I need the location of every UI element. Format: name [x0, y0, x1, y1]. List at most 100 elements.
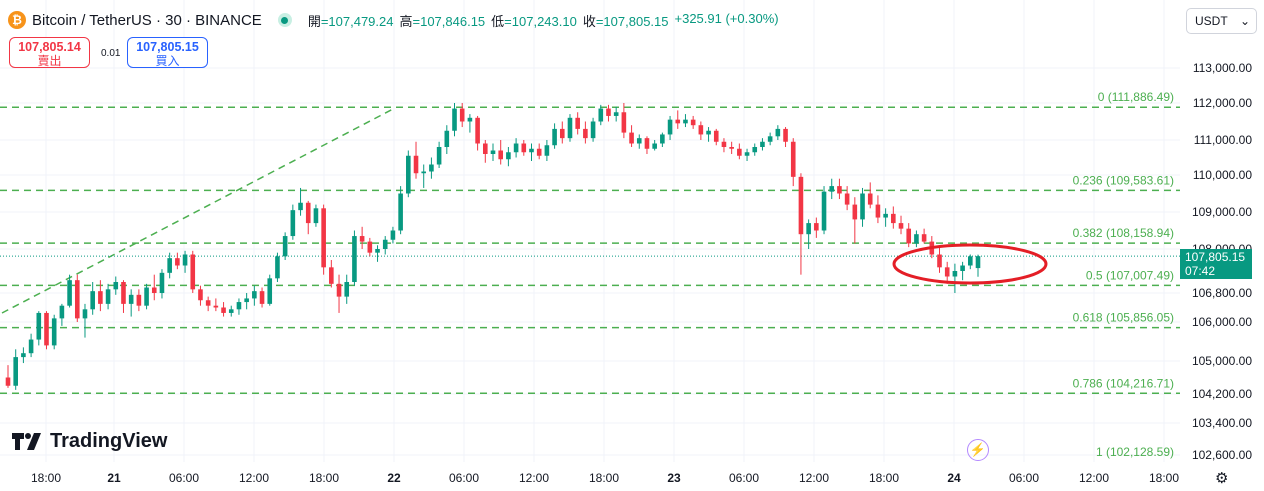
candle-body	[660, 134, 665, 144]
highlight-ellipse[interactable]	[892, 243, 1048, 285]
high-value: =107,846.15	[412, 13, 486, 29]
candle-body	[475, 117, 480, 144]
chevron-down-icon: ⌄	[1239, 14, 1250, 28]
candle-body	[421, 171, 427, 174]
candle-body	[267, 278, 273, 304]
candle-body	[329, 267, 334, 284]
candle-body	[675, 119, 681, 124]
fib-level-label: 0.5 (107,007.49)	[1086, 268, 1174, 282]
candle-body	[321, 208, 326, 268]
candle-body	[74, 280, 80, 319]
candle-body	[621, 112, 627, 133]
price-tick-label: 106,000.00	[1192, 315, 1252, 329]
time-tick-label: 18:00	[869, 471, 899, 485]
time-tick-label: 23	[667, 471, 681, 485]
candle-body	[952, 271, 958, 277]
candle-body	[190, 254, 196, 290]
candle-body	[282, 236, 288, 257]
candle-body	[760, 141, 765, 147]
candle-body	[352, 236, 357, 282]
candle-body	[737, 148, 742, 156]
candle-body	[860, 193, 865, 220]
candle-body	[744, 152, 750, 156]
candle-body	[775, 128, 781, 137]
candle-body	[814, 223, 819, 231]
lightning-icon[interactable]: ⚡	[967, 439, 989, 461]
fibonacci-retracement[interactable]: 0 (111,886.49) 0.236 (109,583.61) 0.382 (1…	[0, 90, 1180, 459]
candle-body	[290, 210, 296, 237]
candle-body	[644, 138, 650, 149]
price-axis[interactable]: 113,000.00 112,000.00 111,000.00 110,000.00…	[1192, 61, 1252, 462]
candle-body	[483, 143, 488, 154]
last-price-tag: 107,805.15 07:42	[1180, 249, 1252, 279]
price-tick-label: 105,000.00	[1192, 354, 1252, 368]
time-tick-label: 12:00	[239, 471, 269, 485]
candle-body	[182, 254, 188, 266]
bar-countdown: 07:42	[1185, 264, 1216, 278]
price-tick-label: 103,400.00	[1192, 416, 1252, 430]
candle-body	[906, 228, 912, 244]
price-tick-label: 110,000.00	[1193, 168, 1252, 182]
candle-body	[221, 307, 226, 313]
price-tick-label: 113,000.00	[1193, 61, 1252, 75]
trend-line[interactable]	[1, 107, 396, 314]
candle-body	[629, 132, 634, 144]
candle-body	[829, 186, 835, 192]
fib-level-label: 0 (111,886.49)	[1098, 90, 1174, 104]
candle-body	[821, 191, 827, 231]
time-tick-label: 06:00	[169, 471, 199, 485]
fib-level-label: 0.236 (109,583.61)	[1073, 173, 1174, 187]
candle-body	[459, 108, 465, 122]
candle-body	[914, 234, 919, 244]
high-label: 高	[399, 13, 413, 29]
candle-body	[175, 258, 180, 266]
sell-price: 107,805.14	[18, 40, 81, 54]
candle-body	[128, 294, 134, 304]
market-status-icon[interactable]	[277, 13, 292, 27]
low-label: 低	[491, 13, 505, 29]
open-value: =107,479.24	[320, 13, 394, 29]
candle-body	[667, 119, 673, 135]
candle-body	[806, 223, 811, 235]
candle-body	[529, 148, 534, 153]
gear-icon[interactable]: ⚙	[1215, 470, 1229, 487]
symbol-title[interactable]: Bitcoin / TetherUS · 30 · BINANCE	[32, 11, 262, 29]
candle-body	[406, 155, 411, 194]
close-value: =107,805.15	[595, 13, 669, 29]
candle-body	[590, 121, 596, 139]
time-tick-label: 22	[387, 471, 401, 485]
candle-body	[690, 119, 696, 126]
tradingview-logo[interactable]: TradingView	[12, 430, 167, 453]
sell-button[interactable]: 107,805.14 賣出	[9, 37, 90, 68]
time-tick-label: 21	[107, 471, 121, 485]
candle-body	[198, 289, 203, 301]
time-tick-label: 06:00	[449, 471, 479, 485]
candle-body	[36, 312, 42, 340]
candle-body	[867, 193, 873, 205]
candle-body	[5, 377, 11, 386]
candle-body	[875, 204, 881, 218]
candle-body	[429, 164, 434, 172]
candle-body	[798, 176, 804, 235]
candle-body	[298, 202, 303, 211]
candle-body	[44, 312, 49, 346]
close-label: 收	[582, 13, 596, 29]
candle-body	[598, 108, 604, 122]
candle-body	[159, 272, 165, 293]
candle-body	[144, 287, 149, 306]
candle-body	[59, 305, 65, 319]
candle-body	[898, 223, 904, 229]
candle-body	[552, 128, 557, 146]
candle-body	[444, 130, 450, 147]
candle-body	[121, 282, 126, 304]
time-axis[interactable]: 18:00 21 06:00 12:00 18:00 22 06:00 12:00 18:00 2…	[31, 471, 1179, 485]
candle-body	[968, 256, 973, 266]
candle-body	[944, 267, 950, 277]
time-tick-label: 18:00	[589, 471, 619, 485]
candle-body	[344, 282, 350, 297]
currency-select[interactable]: USDT ⌄	[1186, 8, 1257, 34]
buy-button[interactable]: 107,805.15 買入	[127, 37, 208, 68]
candle-body	[205, 300, 211, 306]
sell-label: 賣出	[37, 54, 62, 68]
